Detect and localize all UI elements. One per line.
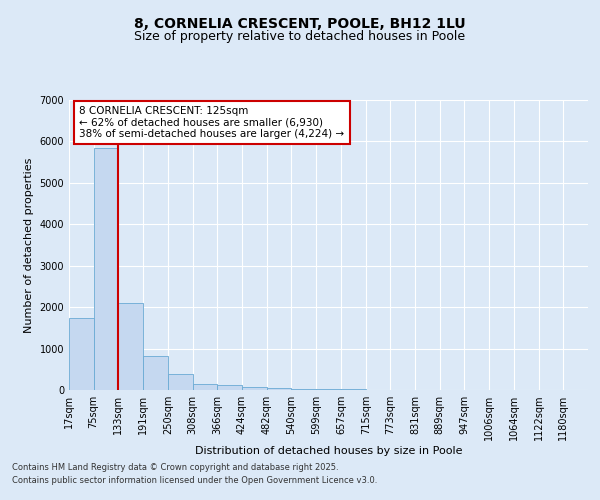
Text: 8, CORNELIA CRESCENT, POOLE, BH12 1LU: 8, CORNELIA CRESCENT, POOLE, BH12 1LU [134, 18, 466, 32]
Text: Contains public sector information licensed under the Open Government Licence v3: Contains public sector information licen… [12, 476, 377, 485]
Bar [69, 318, 94, 390]
Bar [242, 386, 266, 390]
Bar [266, 388, 292, 390]
Bar [217, 386, 242, 390]
Bar [168, 374, 193, 390]
Bar [94, 148, 118, 390]
Y-axis label: Number of detached properties: Number of detached properties [24, 158, 34, 332]
Bar [193, 384, 217, 390]
Text: Contains HM Land Registry data © Crown copyright and database right 2025.: Contains HM Land Registry data © Crown c… [12, 464, 338, 472]
Bar [118, 303, 143, 390]
Bar [143, 356, 168, 390]
Text: 8 CORNELIA CRESCENT: 125sqm
← 62% of detached houses are smaller (6,930)
38% of : 8 CORNELIA CRESCENT: 125sqm ← 62% of det… [79, 106, 344, 139]
Text: Size of property relative to detached houses in Poole: Size of property relative to detached ho… [134, 30, 466, 43]
X-axis label: Distribution of detached houses by size in Poole: Distribution of detached houses by size … [195, 446, 462, 456]
Bar [316, 389, 341, 390]
Bar [292, 389, 316, 390]
